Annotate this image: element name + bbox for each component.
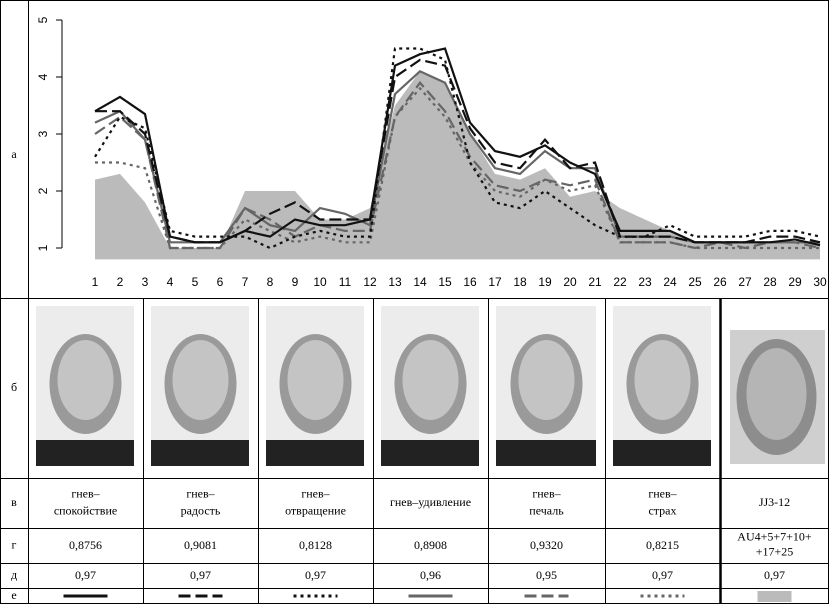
face-light: [746, 348, 807, 440]
x-tick-label: 21: [588, 275, 602, 289]
coef: +17+25: [756, 544, 794, 558]
column-label: печаль: [529, 503, 564, 517]
x-tick-label: 10: [313, 275, 327, 289]
face-light: [172, 340, 229, 420]
x-tick-label: 24: [663, 275, 677, 289]
row-label: д: [11, 567, 17, 581]
coef: 0,9320: [530, 538, 563, 552]
y-tick-label: 5: [36, 16, 50, 23]
coef2: 0,95: [536, 568, 557, 582]
column-label: JJ3-12: [759, 495, 790, 509]
face-light: [57, 340, 114, 420]
shirt: [613, 440, 711, 466]
coef: 0,9081: [184, 538, 217, 552]
coef: 0,8756: [69, 538, 102, 552]
face-light: [634, 340, 691, 420]
y-tick-label: 1: [36, 244, 50, 251]
row-label: г: [12, 537, 17, 551]
face-light: [287, 340, 344, 420]
face-light: [402, 340, 459, 420]
column-label: гнев–: [648, 486, 677, 500]
x-tick-label: 15: [438, 275, 452, 289]
coef2: 0,97: [190, 568, 211, 582]
shirt: [496, 440, 596, 466]
coef2: 0,97: [75, 568, 96, 582]
row-label: е: [11, 588, 16, 602]
area: [95, 71, 820, 260]
x-tick-label: 11: [339, 275, 352, 289]
shirt: [381, 440, 479, 466]
y-tick-label: 2: [36, 187, 50, 194]
x-tick-label: 2: [117, 275, 124, 289]
coef: 0,8215: [646, 538, 679, 552]
x-tick-label: 30: [813, 275, 827, 289]
x-tick-label: 12: [363, 275, 377, 289]
shirt: [266, 440, 364, 466]
x-tick-label: 1: [92, 275, 99, 289]
coef2: 0,96: [420, 568, 441, 582]
line: [94, 47, 821, 250]
x-tick-label: 18: [513, 275, 527, 289]
x-tick-label: 22: [613, 275, 627, 289]
column-label: гнев–: [71, 486, 100, 500]
x-tick-label: 27: [738, 275, 752, 289]
row-label: а: [11, 147, 17, 161]
y-tick-label: 4: [36, 73, 50, 80]
coef2: 0,97: [764, 568, 785, 582]
line: [94, 80, 821, 250]
x-tick-label: 23: [638, 275, 652, 289]
x-tick-label: 25: [688, 275, 702, 289]
coef2: 0,97: [652, 568, 673, 582]
x-tick-label: 16: [463, 275, 477, 289]
shirt: [151, 440, 249, 466]
y-tick-label: 3: [36, 130, 50, 137]
row-label: в: [11, 495, 17, 509]
column-label: спокойствие: [54, 503, 117, 517]
column-label: отвращение: [285, 503, 346, 517]
x-tick-label: 3: [142, 275, 149, 289]
x-tick-label: 4: [167, 275, 174, 289]
column-label: гнев–: [186, 486, 215, 500]
x-tick-label: 5: [192, 275, 199, 289]
column-label: радость: [181, 503, 221, 517]
legend-swatch: [757, 591, 792, 602]
x-tick-label: 29: [788, 275, 802, 289]
column-label: страх: [648, 503, 676, 517]
coef2: 0,97: [305, 568, 326, 582]
x-tick-label: 20: [563, 275, 577, 289]
x-tick-label: 7: [242, 275, 249, 289]
x-tick-label: 8: [267, 275, 274, 289]
x-tick-label: 13: [388, 275, 402, 289]
coef: 0,8908: [414, 538, 447, 552]
x-tick-label: 19: [538, 275, 552, 289]
x-tick-label: 14: [413, 275, 427, 289]
line: [94, 47, 821, 247]
x-tick-label: 17: [488, 275, 502, 289]
column-label: гнев–удивление: [390, 495, 471, 509]
face-light: [518, 340, 575, 420]
x-tick-label: 26: [713, 275, 727, 289]
coef: AU4+5+7+10+: [737, 529, 812, 543]
column-label: гнев–: [301, 486, 330, 500]
x-tick-label: 28: [763, 275, 777, 289]
x-tick-label: 6: [217, 275, 224, 289]
coef: 0,8128: [299, 538, 332, 552]
column-label: гнев–: [532, 486, 561, 500]
row-label: б: [11, 380, 17, 394]
x-tick-label: 9: [292, 275, 299, 289]
shirt: [36, 440, 134, 466]
